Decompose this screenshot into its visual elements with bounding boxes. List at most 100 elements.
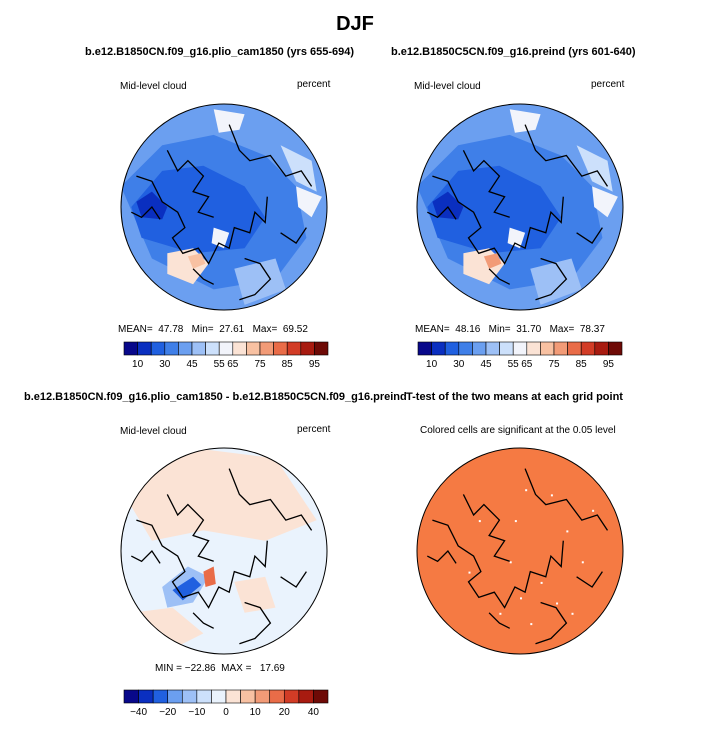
colorbar-cell <box>218 341 234 356</box>
colorbar-tick-label: 65 <box>227 359 239 370</box>
coastline <box>576 227 603 245</box>
map-border <box>120 447 328 655</box>
colorbar-cell <box>211 689 227 704</box>
colorbar-cell <box>259 341 274 356</box>
colorbar-cell <box>298 689 314 704</box>
colorbar-tick-label: 20 <box>279 707 291 718</box>
coastline <box>524 468 609 531</box>
colorbar-tick-label: 85 <box>282 359 294 370</box>
colorbar-cell <box>580 341 596 356</box>
map-border <box>416 447 624 655</box>
colorbar-tick-label: 10 <box>132 359 144 370</box>
colorbar-tick-label: 95 <box>603 359 615 370</box>
coastline <box>280 227 307 245</box>
coastline <box>192 268 214 285</box>
colorbar-tick-label: 75 <box>254 359 266 370</box>
coastline <box>427 205 457 220</box>
colorbar-tick-label: −20 <box>159 707 176 718</box>
colorbar-cell <box>313 689 329 704</box>
coastline <box>131 549 161 564</box>
colorbar-cell <box>485 341 500 356</box>
colorbar-cell <box>181 689 198 704</box>
coastline <box>166 150 214 218</box>
coastline <box>576 571 603 588</box>
panel-2-variable-label: Mid-level cloud <box>414 81 481 92</box>
colorbar-tick-label: 95 <box>309 359 321 370</box>
coastline <box>535 601 568 645</box>
colorbar-cell <box>152 689 169 704</box>
colorbar-cell <box>191 341 206 356</box>
colorbar-tick-label: 85 <box>576 359 588 370</box>
map-panel-1 <box>120 103 328 311</box>
panel-1-units-label: percent <box>297 79 331 90</box>
colorbar-cell <box>164 341 179 356</box>
colorbar-tick-label: 10 <box>426 359 438 370</box>
colorbar-cell <box>123 689 139 704</box>
coastline <box>432 175 564 265</box>
colorbar-tick-label: 55 <box>508 359 520 370</box>
coastline <box>136 175 268 265</box>
panel-2-stats: MEAN= 48.16 Min= 31.70 Max= 78.37 <box>415 324 605 335</box>
colorbar-cell <box>444 341 460 356</box>
coastline <box>136 519 268 609</box>
colorbar-cell <box>608 341 623 356</box>
coastline <box>192 612 214 629</box>
colorbar-tick-label: 65 <box>521 359 533 370</box>
colorbar-cell <box>205 341 220 356</box>
colorbar-cell <box>540 341 555 356</box>
coastline <box>432 519 564 609</box>
panel-3-title: b.e12.B1850CN.f09_g16.plio_cam1850 - b.e… <box>24 391 407 403</box>
panel-1-stats: MEAN= 47.78 Min= 27.61 Max= 69.52 <box>118 324 308 335</box>
colorbar-cell <box>269 689 285 704</box>
colorbar-cell <box>594 341 609 356</box>
coastline <box>488 268 510 285</box>
panel-1-variable-label: Mid-level cloud <box>120 81 187 92</box>
map-panel-2 <box>416 103 624 311</box>
map-background <box>417 448 623 654</box>
colorbar-cell <box>273 341 288 356</box>
colorbar-tick-label: 40 <box>308 707 320 718</box>
map-border <box>416 103 624 311</box>
map-border <box>120 103 328 311</box>
panel-2-units-label: percent <box>591 79 625 90</box>
panel-3-units-label: percent <box>297 424 331 435</box>
colorbar-cell <box>472 341 487 356</box>
colorbar-cell <box>553 341 568 356</box>
colorbar-cell <box>178 341 193 356</box>
colorbar-cell <box>240 689 256 704</box>
coastline <box>535 257 568 301</box>
colorbar-cell <box>246 341 261 356</box>
colorbar-cell <box>123 341 138 356</box>
coastline <box>462 150 510 218</box>
colorbar-cell <box>300 341 315 356</box>
colorbar-2: 10 30 45 55 65 75 85 95 <box>417 341 623 370</box>
colorbar-cell <box>150 341 166 356</box>
coastline <box>228 124 313 187</box>
map-panel-4 <box>416 447 624 655</box>
colorbar-tick-label: −10 <box>188 707 205 718</box>
colorbar-1: 10 30 45 55 65 75 85 95 <box>123 341 329 370</box>
panel-4-subtitle: Colored cells are significant at the 0.0… <box>420 425 616 436</box>
colorbar-cell <box>314 341 329 356</box>
colorbar-cell <box>283 689 300 704</box>
coastline <box>280 571 307 588</box>
colorbar-cell <box>417 341 432 356</box>
colorbar-cell <box>225 689 241 704</box>
colorbar-cell <box>526 341 541 356</box>
colorbar-cell <box>458 341 473 356</box>
panel-1-title: b.e12.B1850CN.f09_g16.plio_cam1850 (yrs … <box>85 46 355 58</box>
coastline <box>166 494 214 562</box>
colorbar-cell <box>137 341 152 356</box>
colorbar-tick-label: 10 <box>250 707 262 718</box>
colorbar-tick-label: 55 <box>214 359 226 370</box>
colorbar-cell <box>286 341 302 356</box>
colorbar-cell <box>138 689 154 704</box>
colorbar-cell <box>499 341 514 356</box>
coastline <box>228 468 313 531</box>
colorbar-3: −40 −20 −10 0 10 20 40 <box>123 689 329 718</box>
coastline <box>524 124 609 187</box>
panel-3-stats: MIN = −22.86 MAX = 17.69 <box>155 663 285 674</box>
panel-2-title: b.e12.B1850C5CN.f09_g16.preind (yrs 601-… <box>391 46 636 58</box>
panel-4-title: T-test of the two means at each grid poi… <box>406 391 623 403</box>
